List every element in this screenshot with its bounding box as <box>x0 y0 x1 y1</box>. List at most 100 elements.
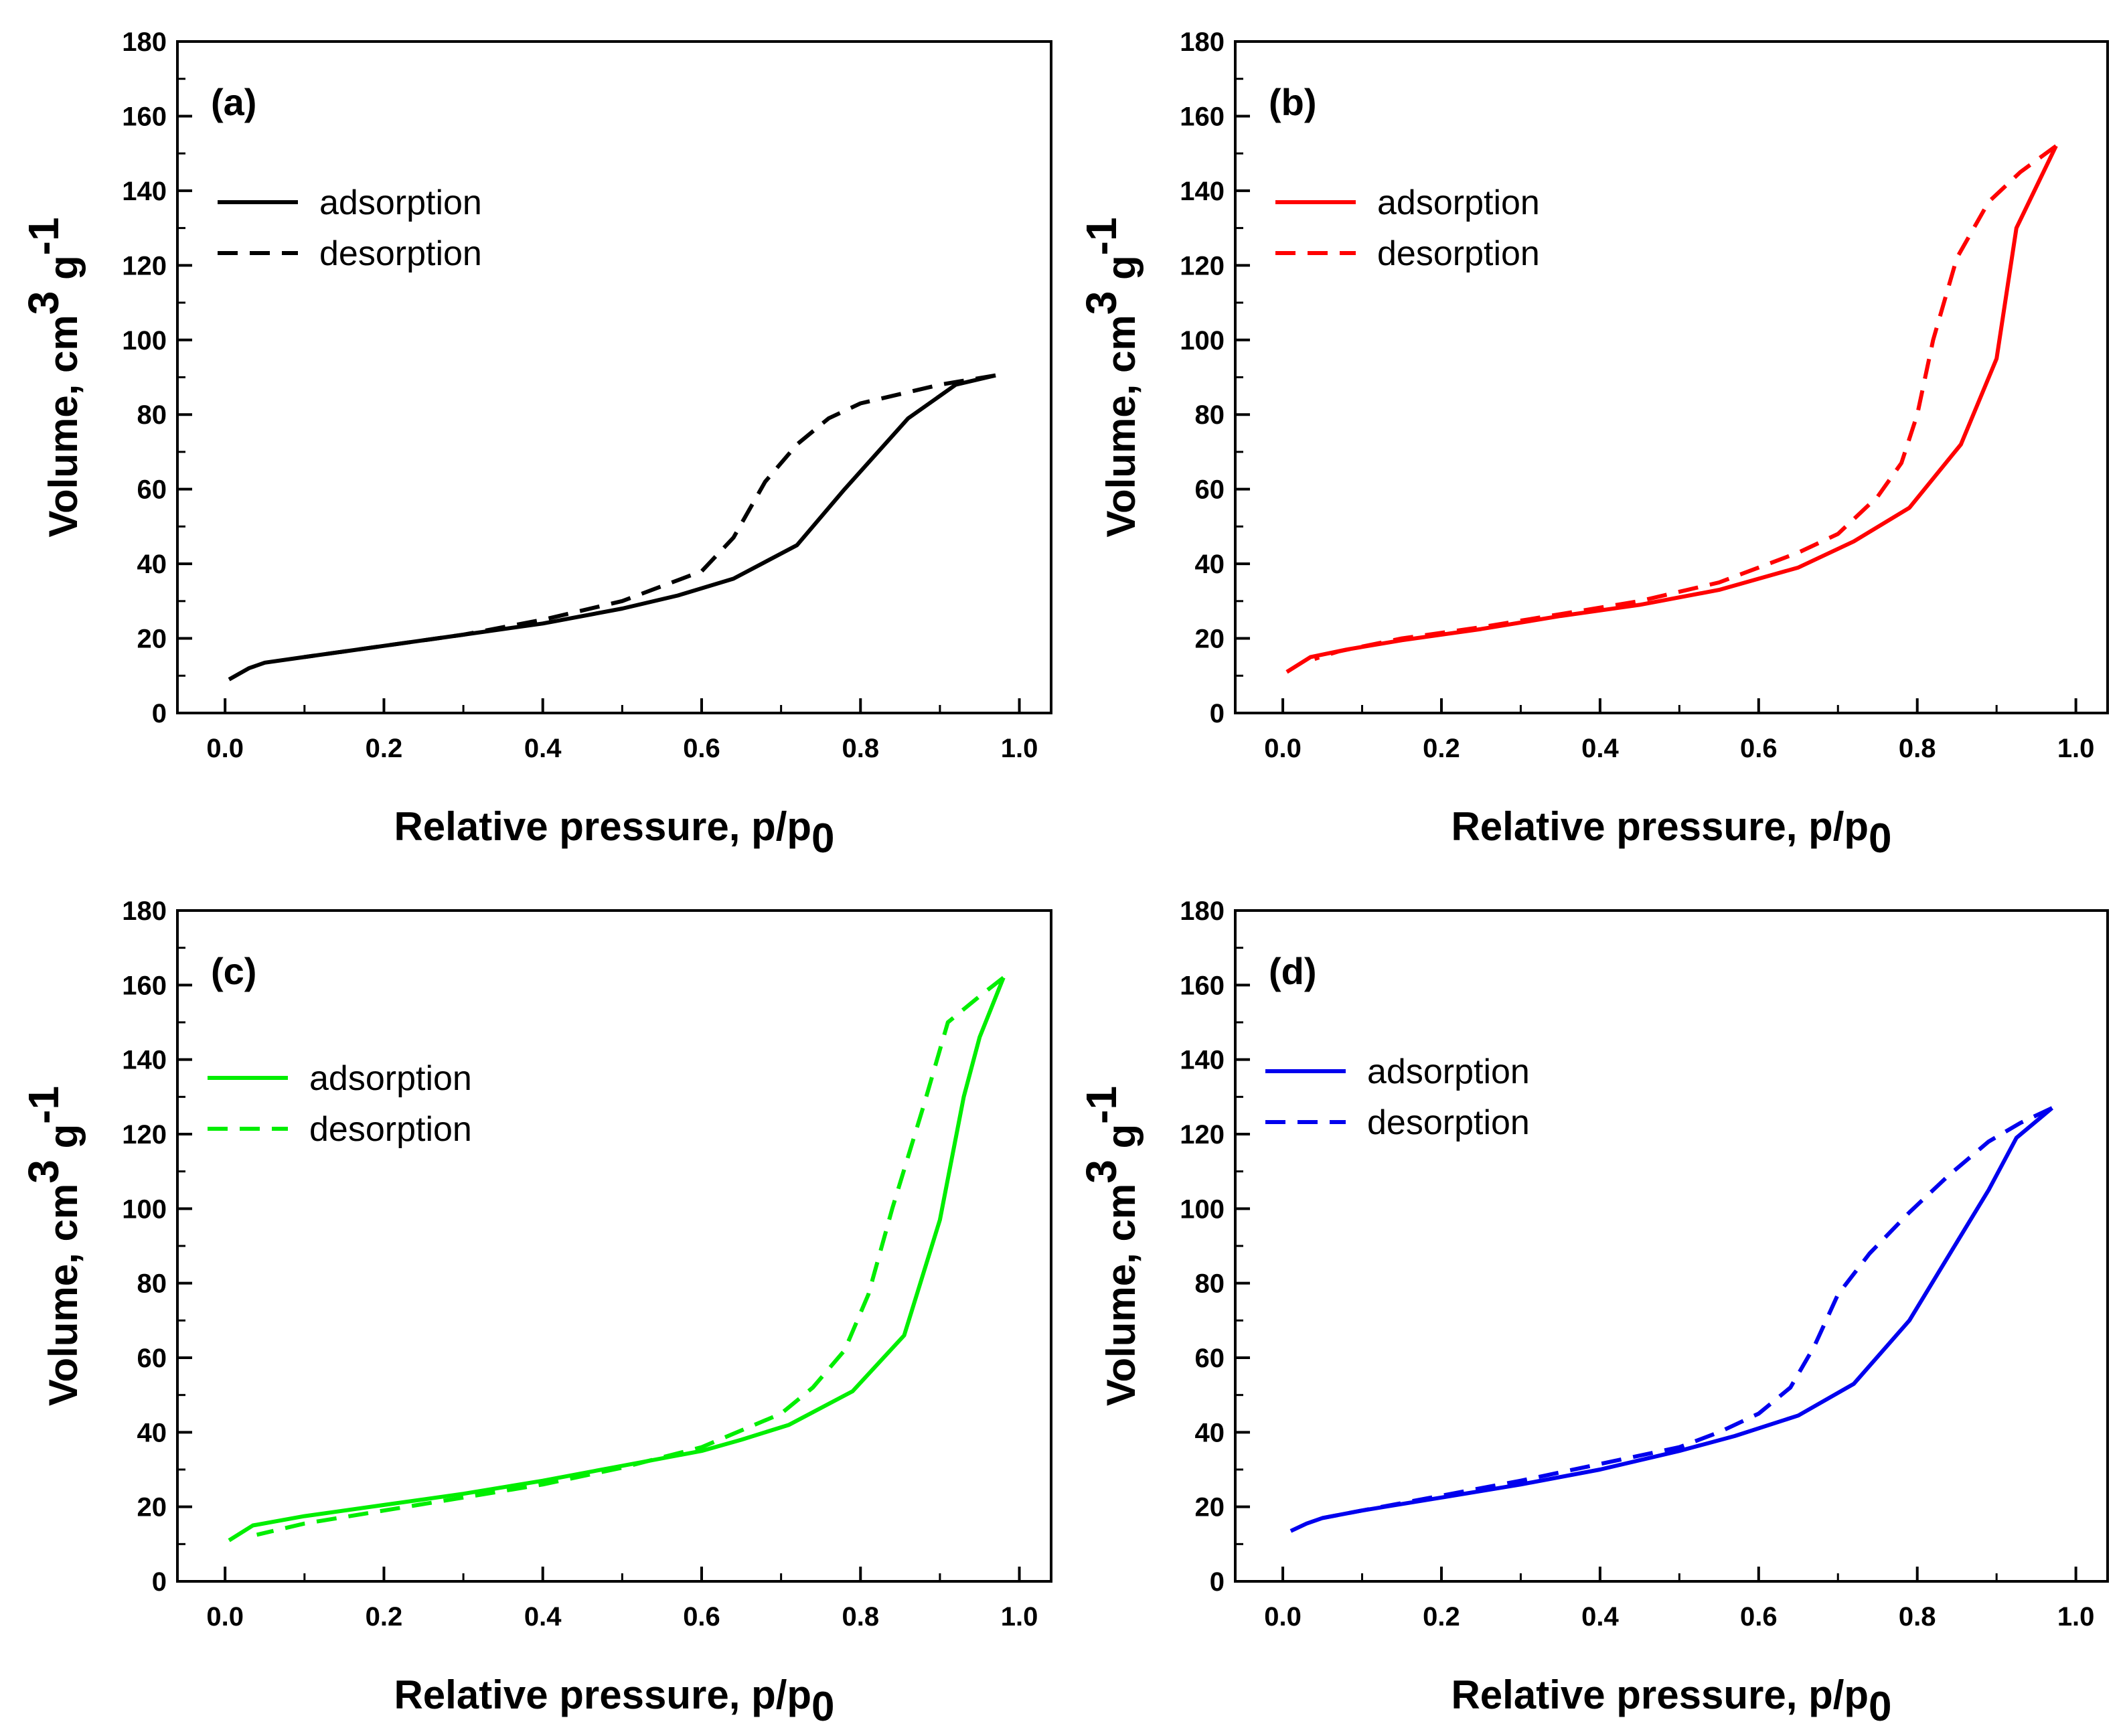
x-tick-label: 0.8 <box>1899 734 1936 763</box>
chart-panel-d: 0.0 0.2 0.4 0.6 0.8 1.0 0 20 40 60 80 100 120 140 160 1… <box>1077 896 2109 1730</box>
x-tick-label: 0.0 <box>206 734 244 763</box>
y-tick-label: 60 <box>137 475 167 505</box>
x-axis-title: Relative pressure, p/p0 <box>1451 804 1891 862</box>
y-axis-title-text: Volume, cm <box>1099 315 1144 537</box>
y-axis-title: Volume, cm3 g-1 <box>19 1086 86 1406</box>
y-axis-title-text: Volume, cm <box>41 1184 86 1406</box>
series-adsorption-line <box>228 373 996 682</box>
x-axis-title: Relative pressure, p/p0 <box>394 1672 834 1730</box>
y-tick-label: 120 <box>122 1120 167 1150</box>
x-tick-label: 0.2 <box>366 734 403 763</box>
y-axis-title-text: Volume, cm <box>1099 1184 1144 1406</box>
x-tick-label: 0.0 <box>206 1602 244 1632</box>
y-tick-label: 20 <box>1195 625 1225 654</box>
y-tick-label: 180 <box>122 896 167 926</box>
legend: adsorption desorption <box>218 183 482 273</box>
legend-label-desorption: desorption <box>1377 234 1540 273</box>
y-tick-label: 60 <box>1195 475 1225 505</box>
y-tick-label: 180 <box>1180 27 1225 57</box>
y-tick-label: 0 <box>1210 1567 1225 1597</box>
x-tick-label: 0.6 <box>1740 1602 1778 1632</box>
y-axis-title-unit: g <box>41 1124 86 1160</box>
chart-panel-b: 0.0 0.2 0.4 0.6 0.8 1.0 0 20 40 60 80 100 120 140 160 1… <box>1077 27 2109 862</box>
legend: adsorption desorption <box>1275 183 1540 273</box>
chart-panel-c: 0.0 0.2 0.4 0.6 0.8 1.0 0 20 40 60 80 100 120 140 160 1… <box>19 896 1052 1730</box>
y-axis-title-sup: -1 <box>1077 1086 1125 1124</box>
y-tick-label: 180 <box>1180 896 1225 926</box>
legend-label-adsorption: adsorption <box>309 1059 472 1098</box>
legend-label-desorption: desorption <box>309 1110 472 1149</box>
x-tick-label: 1.0 <box>2057 1602 2095 1632</box>
series-desorption-line <box>256 975 1005 1537</box>
legend: adsorption desorption <box>1265 1052 1530 1142</box>
panel-label: (b) <box>1269 81 1317 123</box>
y-tick-label: 40 <box>1195 550 1225 579</box>
x-tick-label: 0.2 <box>366 1602 403 1632</box>
x-axis-title-subscript: 0 <box>811 815 834 862</box>
y-axis-title-sup: 3 <box>1077 291 1125 315</box>
y-tick-label: 20 <box>1195 1493 1225 1522</box>
x-tick-label: 0.4 <box>1581 734 1619 763</box>
x-tick-label: 0.8 <box>1899 1602 1936 1632</box>
y-axis-title: Volume, cm3 g-1 <box>1077 1086 1144 1406</box>
x-tick-label: 0.4 <box>524 1602 562 1632</box>
x-tick-label: 0.8 <box>842 734 879 763</box>
y-axis-title-sup: -1 <box>19 217 68 255</box>
x-tick-label: 0.8 <box>842 1602 879 1632</box>
y-axis-title-sup: -1 <box>19 1086 68 1124</box>
x-tick-label: 0.6 <box>683 734 720 763</box>
x-tick-label: 0.0 <box>1264 1602 1302 1632</box>
series-desorption-line <box>1314 144 2057 661</box>
y-tick-label: 60 <box>137 1344 167 1373</box>
y-axis-title: Volume, cm3 g-1 <box>1077 217 1144 537</box>
y-axis-title-text: Volume, cm <box>41 315 86 537</box>
y-tick-label: 180 <box>122 27 167 57</box>
series-desorption-line <box>304 373 996 659</box>
y-tick-label: 80 <box>1195 400 1225 430</box>
y-axis-title-unit: g <box>1099 255 1144 291</box>
y-axis-title-unit: g <box>1099 1124 1144 1160</box>
y-tick-label: 40 <box>137 1418 167 1447</box>
x-tick-label: 1.0 <box>1001 1602 1038 1632</box>
x-axis-title-text: Relative pressure, p/p <box>1451 804 1869 849</box>
y-tick-label: 100 <box>122 326 167 356</box>
series-desorption-line <box>1322 1106 2053 1520</box>
x-tick-label: 0.6 <box>683 1602 720 1632</box>
legend: adsorption desorption <box>208 1059 472 1149</box>
legend-label-desorption: desorption <box>319 234 482 273</box>
y-tick-label: 140 <box>122 177 167 206</box>
y-tick-label: 80 <box>137 1269 167 1299</box>
x-tick-label: 0.2 <box>1423 734 1460 763</box>
plot-frame <box>176 40 1052 714</box>
y-axis-title-unit: g <box>41 255 86 291</box>
x-tick-label: 0.0 <box>1264 734 1302 763</box>
x-axis-title: Relative pressure, p/p0 <box>1451 1672 1891 1730</box>
chart-panel-a: 0.0 0.2 0.4 0.6 0.8 1.0 0 20 40 60 80 100 120 140 160 1… <box>19 27 1052 862</box>
y-tick-label: 40 <box>137 550 167 579</box>
y-tick-label: 20 <box>137 1493 167 1522</box>
panel-label: (a) <box>211 81 256 123</box>
legend-label-adsorption: adsorption <box>319 183 482 222</box>
y-tick-label: 140 <box>1180 1046 1225 1075</box>
y-axis-title-sup: -1 <box>1077 217 1125 255</box>
y-tick-label: 120 <box>122 251 167 281</box>
x-axis-title-text: Relative pressure, p/p <box>394 804 811 849</box>
y-tick-label: 0 <box>152 699 167 728</box>
y-tick-label: 120 <box>1180 251 1225 281</box>
y-tick-label: 80 <box>1195 1269 1225 1299</box>
x-tick-label: 0.6 <box>1740 734 1778 763</box>
y-tick-label: 0 <box>152 1567 167 1597</box>
y-axis-title-sup: 3 <box>1077 1160 1125 1184</box>
y-tick-label: 140 <box>1180 177 1225 206</box>
x-axis-title-subscript: 0 <box>811 1684 834 1730</box>
panel-label: (c) <box>211 950 256 992</box>
x-axis-title-subscript: 0 <box>1869 815 1891 862</box>
y-tick-label: 160 <box>1180 102 1225 131</box>
y-axis-title-sup: 3 <box>19 291 68 315</box>
legend-label-desorption: desorption <box>1367 1103 1530 1142</box>
x-axis-title-text: Relative pressure, p/p <box>394 1672 811 1717</box>
y-tick-label: 100 <box>1180 326 1225 356</box>
x-axis-title: Relative pressure, p/p0 <box>394 804 834 862</box>
y-tick-label: 60 <box>1195 1344 1225 1373</box>
